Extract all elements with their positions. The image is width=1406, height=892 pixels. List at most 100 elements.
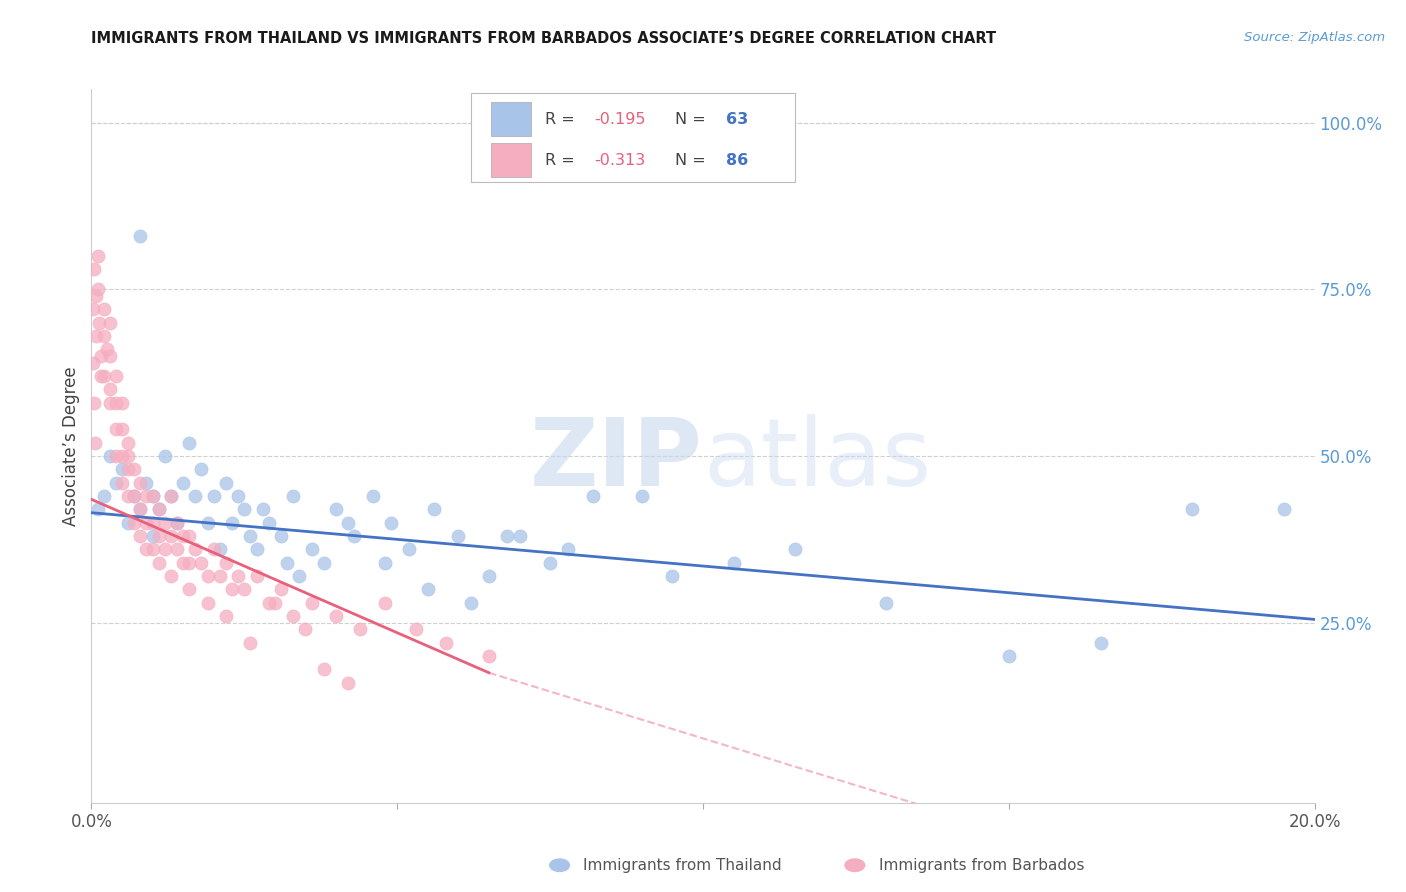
Point [252, 502, 274, 516]
Point [190, 556, 212, 570]
Point [226, 569, 249, 583]
Point [129, 529, 152, 543]
Point [582, 489, 605, 503]
Point [98, 395, 121, 409]
Point [215, 475, 238, 490]
Y-axis label: Associate’s Degree: Associate’s Degree [62, 367, 80, 525]
Point [294, 623, 316, 637]
Point [447, 529, 470, 543]
Point [257, 596, 280, 610]
Point [111, 462, 134, 476]
Point [257, 516, 280, 530]
Point [141, 516, 163, 530]
Point [148, 502, 170, 516]
Point [631, 489, 654, 503]
Point [104, 395, 127, 409]
Point [374, 596, 396, 610]
Point [135, 475, 157, 490]
Point [117, 516, 139, 530]
Point [478, 649, 501, 664]
Point [141, 542, 163, 557]
Point [1181, 502, 1204, 516]
Point [122, 516, 145, 530]
Point [104, 449, 127, 463]
Point [343, 529, 366, 543]
Point [184, 489, 207, 503]
Point [98, 316, 121, 330]
Point [166, 516, 188, 530]
Point [153, 516, 176, 530]
Text: Source: ZipAtlas.com: Source: ZipAtlas.com [1244, 31, 1385, 45]
Point [148, 556, 170, 570]
Point [122, 489, 145, 503]
Text: IMMIGRANTS FROM THAILAND VS IMMIGRANTS FROM BARBADOS ASSOCIATE’S DEGREE CORRELAT: IMMIGRANTS FROM THAILAND VS IMMIGRANTS F… [91, 31, 997, 46]
Point [301, 542, 323, 557]
Point [153, 542, 176, 557]
Text: -0.195: -0.195 [595, 112, 645, 127]
Point [301, 596, 323, 610]
Point [179, 582, 201, 597]
Point [129, 502, 152, 516]
Point [349, 623, 371, 637]
Point [312, 662, 335, 676]
Point [84, 289, 107, 303]
Point [135, 489, 157, 503]
Point [179, 435, 201, 450]
Point [325, 609, 347, 624]
Point [172, 556, 194, 570]
Point [197, 596, 219, 610]
Point [129, 228, 152, 243]
Point [496, 529, 519, 543]
Text: atlas: atlas [703, 414, 931, 507]
Point [361, 489, 384, 503]
Point [283, 489, 305, 503]
Point [98, 382, 121, 396]
Point [93, 489, 115, 503]
Point [83, 395, 105, 409]
Point [723, 556, 745, 570]
Point [160, 529, 183, 543]
Point [197, 516, 219, 530]
Point [661, 569, 683, 583]
Point [283, 609, 305, 624]
Point [129, 475, 152, 490]
Point [208, 569, 231, 583]
Point [233, 502, 256, 516]
Point [86, 502, 108, 516]
Point [117, 449, 139, 463]
Text: R =: R = [546, 112, 581, 127]
Point [197, 569, 219, 583]
Point [239, 636, 262, 650]
Point [141, 489, 163, 503]
Point [245, 542, 267, 557]
Point [90, 349, 112, 363]
Point [245, 569, 267, 583]
Point [423, 502, 446, 516]
Point [111, 395, 134, 409]
Point [135, 516, 157, 530]
Point [166, 542, 188, 557]
Point [233, 582, 256, 597]
Point [276, 556, 298, 570]
Point [104, 422, 127, 436]
Point [148, 529, 170, 543]
Point [325, 502, 347, 516]
Point [221, 582, 243, 597]
Point [129, 502, 152, 516]
Bar [491, 144, 530, 178]
Point [111, 422, 134, 436]
Point [135, 542, 157, 557]
Point [538, 556, 561, 570]
Point [478, 569, 501, 583]
Point [875, 596, 898, 610]
Point [460, 596, 482, 610]
Point [405, 623, 427, 637]
Point [226, 489, 249, 503]
Point [166, 516, 188, 530]
Point [93, 302, 115, 317]
Point [93, 329, 115, 343]
Point [264, 596, 287, 610]
Point [215, 609, 238, 624]
Point [184, 542, 207, 557]
Point [1090, 636, 1112, 650]
